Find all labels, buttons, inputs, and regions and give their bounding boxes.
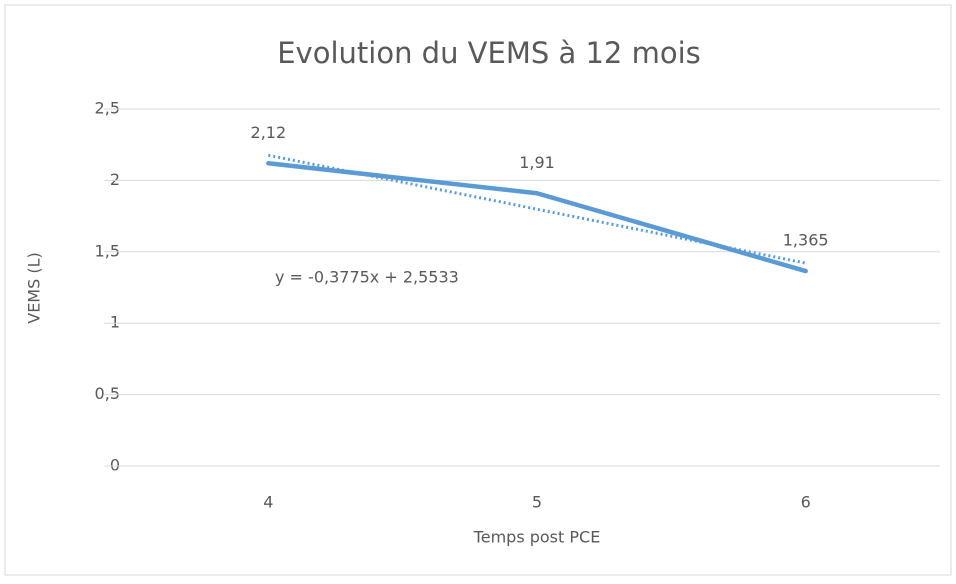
data-label: 1,365 <box>783 231 829 250</box>
y-tick-label: 2 <box>110 170 120 189</box>
trendline-equation: y = -0,3775x + 2,5533 <box>275 268 459 287</box>
x-axis-label: Temps post PCE <box>473 528 601 547</box>
chart-border <box>4 4 952 576</box>
y-tick-label: 2,5 <box>95 99 120 118</box>
y-tick-label: 1 <box>110 313 120 332</box>
data-label: 1,91 <box>519 153 555 172</box>
x-tick-label: 5 <box>532 493 542 512</box>
chart-title: Evolution du VEMS à 12 mois <box>277 36 701 70</box>
x-tick-label: 6 <box>801 493 811 512</box>
y-tick-label: 1,5 <box>95 241 120 260</box>
y-axis-label: VEMS (L) <box>25 252 44 324</box>
y-tick-label: 0 <box>110 456 120 475</box>
x-tick-label: 4 <box>263 493 273 512</box>
trendline <box>268 153 806 265</box>
y-tick-label: 0,5 <box>95 384 120 403</box>
data-label: 2,12 <box>251 123 287 142</box>
